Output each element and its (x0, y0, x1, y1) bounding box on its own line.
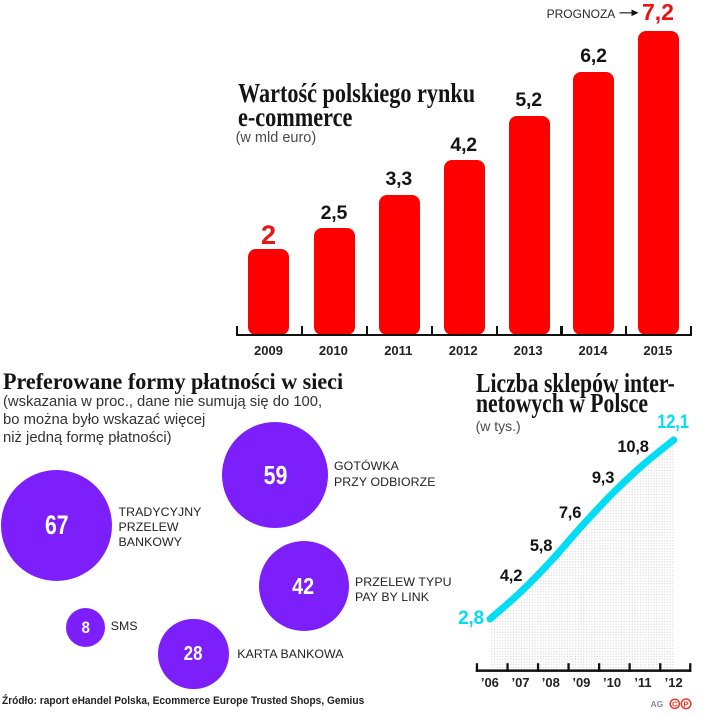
svg-text:P: P (684, 699, 689, 708)
svg-text:C: C (672, 699, 678, 708)
